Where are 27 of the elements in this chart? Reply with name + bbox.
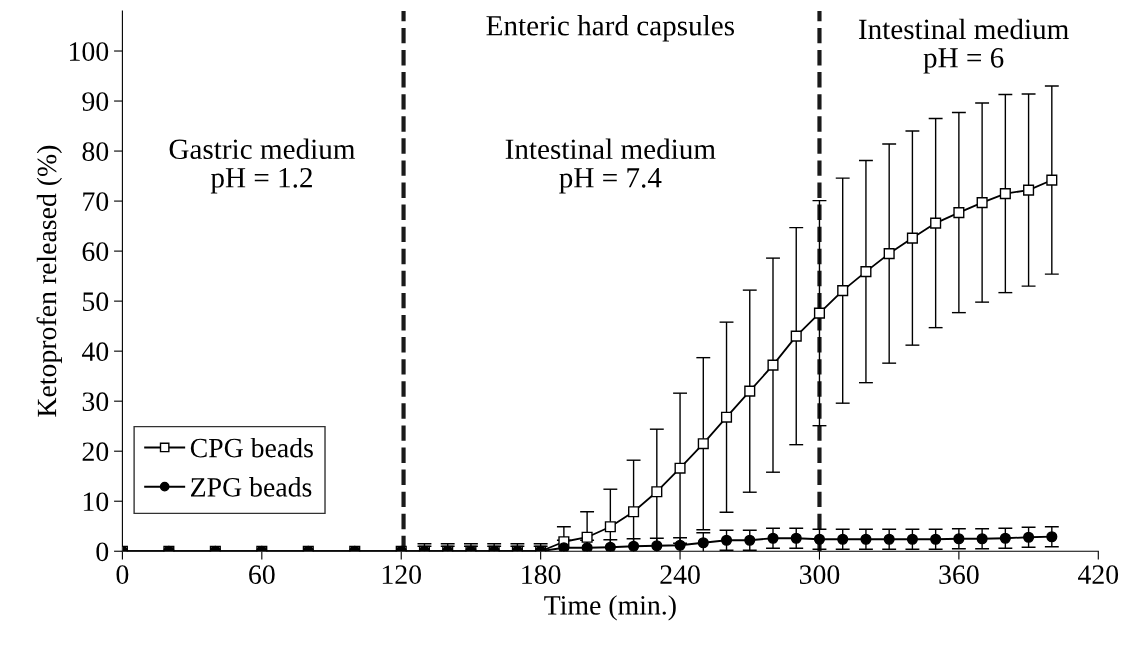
y-tick-label: 100 xyxy=(69,42,109,61)
x-tick-label: 420 xyxy=(1078,565,1119,584)
x-tick-label: 120 xyxy=(382,565,422,584)
y-tick-label: 10 xyxy=(83,492,109,512)
y-tick-label: 50 xyxy=(83,292,109,312)
y-tick-label: 40 xyxy=(81,342,109,362)
x-tick-label: 60 xyxy=(249,565,275,584)
y-tick-label: 80 xyxy=(82,142,109,161)
annotation: Intestinal medium pH = 6 xyxy=(858,18,1069,74)
annotation: Intestinal medium pH = 7.4 xyxy=(505,138,716,194)
y-tick-label: 30 xyxy=(82,392,109,412)
y-tick-label: 90 xyxy=(82,92,109,111)
x-tick-label: 300 xyxy=(799,565,840,584)
y-tick-label: 60 xyxy=(82,242,109,262)
x-tick-label: 360 xyxy=(939,565,979,584)
x-tick-label: 0 xyxy=(116,565,129,584)
y-tick-label: 0 xyxy=(96,542,109,562)
annotation: Gastric medium pH = 1.2 xyxy=(169,138,356,194)
legend-label: CPG beads xyxy=(190,437,313,458)
legend-label: ZPG beads xyxy=(191,477,312,497)
y-tick-label: 70 xyxy=(83,192,109,211)
y-axis-title: Ketoprofen released (%) xyxy=(36,145,62,417)
annotation: Enteric hard capsules xyxy=(486,15,734,42)
x-tick-label: 240 xyxy=(660,565,700,584)
x-axis-title: Time (min.) xyxy=(544,595,676,621)
y-tick-label: 20 xyxy=(82,442,109,462)
x-tick-label: 180 xyxy=(522,565,561,584)
